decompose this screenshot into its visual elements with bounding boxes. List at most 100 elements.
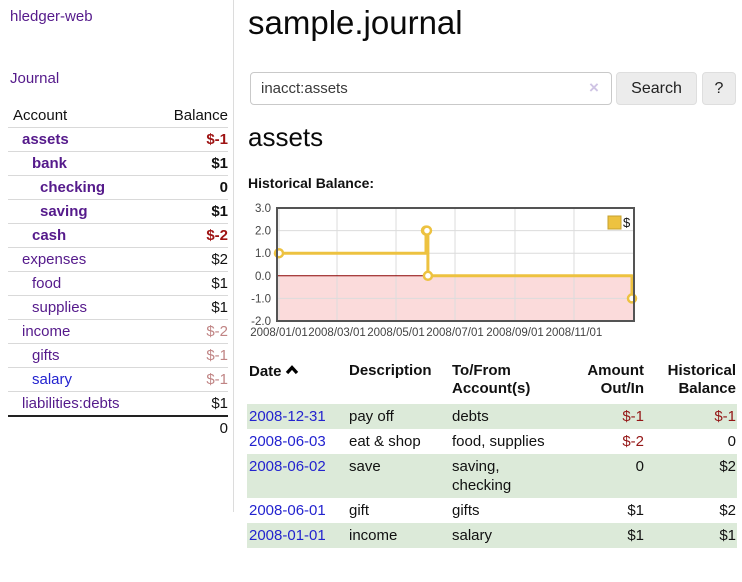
description-cell: gift [349, 502, 370, 519]
chart-title: Historical Balance: [248, 175, 375, 191]
account-row: supplies $1 [8, 295, 228, 319]
transaction-row: 2008-06-02 save saving, checking 0 $2 [247, 454, 737, 498]
account-link-cash[interactable]: cash [32, 227, 67, 244]
amount-cell: $1 [627, 502, 644, 519]
sidebar-divider [233, 0, 234, 512]
account-link-bank[interactable]: bank [32, 155, 68, 172]
svg-text:0.0: 0.0 [255, 271, 271, 283]
clear-search-icon[interactable]: × [589, 78, 599, 97]
svg-text:1.0: 1.0 [255, 248, 271, 260]
account-balance: $2 [211, 251, 228, 268]
account-link-liabilities-debts[interactable]: liabilities:debts [22, 395, 120, 412]
account-link-assets[interactable]: assets [22, 131, 69, 148]
account-link-salary[interactable]: salary [32, 371, 73, 388]
accounts-total-row: 0 [8, 415, 228, 439]
accounts-column-header: To/From Account(s) [452, 362, 531, 397]
accounts-cell: debts [452, 408, 489, 425]
account-balance: $1 [211, 299, 228, 316]
account-link-income[interactable]: income [22, 323, 71, 340]
description-cell: save [349, 458, 381, 475]
account-link-expenses[interactable]: expenses [22, 251, 87, 268]
account-row: assets $-1 [8, 127, 228, 151]
account-row: salary $-1 [8, 367, 228, 391]
date-cell: 2008-06-02 [247, 454, 347, 498]
account-link-food[interactable]: food [32, 275, 62, 292]
transaction-date-link[interactable]: 2008-12-31 [249, 408, 326, 425]
account-link-checking[interactable]: checking [40, 179, 106, 196]
balance-column-header: Balance [173, 107, 228, 124]
svg-text:2008/09/01: 2008/09/01 [486, 327, 544, 339]
balance-chart: $3.0 2.0 1.0 0.0 -1.0 -2.0 2008/01/01 2008/03/0… [240, 198, 642, 350]
account-balance: $-2 [206, 323, 228, 340]
account-row: bank $1 [8, 151, 228, 175]
account-row: income $-2 [8, 319, 228, 343]
transaction-date-link[interactable]: 2008-06-02 [249, 458, 326, 475]
account-row: liabilities:debts $1 [8, 391, 228, 415]
svg-text:2008/03/01: 2008/03/01 [308, 327, 366, 339]
amount-cell: $-1 [622, 408, 644, 425]
account-balance: $1 [211, 203, 228, 220]
accounts-cell: food, supplies [452, 433, 545, 450]
account-link-saving[interactable]: saving [40, 203, 88, 220]
account-balance: 0 [219, 179, 228, 196]
accounts-table-header: Account Balance [8, 104, 228, 127]
svg-text:2008/11/01: 2008/11/01 [546, 327, 603, 339]
balance-cell: 0 [727, 433, 736, 450]
transaction-date-link[interactable]: 2008-06-03 [249, 433, 326, 450]
date-cell: 2008-06-03 [247, 429, 347, 454]
account-column-header: Account [13, 107, 68, 124]
accounts-cell: salary [452, 527, 493, 544]
amount-cell: $1 [627, 527, 644, 544]
account-link-gifts[interactable]: gifts [32, 347, 60, 364]
svg-text:$: $ [623, 215, 631, 230]
transaction-row: 2008-06-03 eat & shop food, supplies $-2 0 [247, 429, 737, 454]
account-row: expenses $2 [8, 247, 228, 271]
svg-text:2008/01/01: 2008/01/01 [250, 327, 308, 339]
account-balance: $1 [211, 395, 228, 412]
svg-text:2.0: 2.0 [255, 226, 271, 238]
balance-cell: $1 [719, 527, 736, 544]
date-column-header[interactable]: Date [247, 360, 347, 404]
account-balance: $-2 [206, 227, 228, 244]
balance-cell: $2 [719, 458, 736, 475]
account-balance: $1 [211, 155, 228, 172]
amount-cell: 0 [635, 458, 644, 475]
amount-column-header: Amount Out/In [587, 362, 644, 397]
sort-ascending-icon [285, 362, 299, 380]
app-brand-link[interactable]: hledger-web [10, 8, 93, 25]
description-cell: eat & shop [349, 433, 421, 450]
account-link-supplies[interactable]: supplies [32, 299, 88, 316]
help-button[interactable]: ? [702, 72, 736, 105]
accounts-total-value: 0 [219, 419, 228, 437]
transaction-row: 2008-12-31 pay off debts $-1 $-1 [247, 404, 737, 429]
page-title: sample.journal [248, 4, 463, 41]
account-balance: $-1 [206, 131, 228, 148]
accounts-table: Account Balance assets $-1 bank $1 checking 0… [8, 104, 228, 439]
accounts-cell: gifts [452, 502, 480, 519]
balance-column-header: Historical Balance [667, 362, 736, 397]
svg-text:2008/05/01: 2008/05/01 [367, 327, 425, 339]
account-row: food $1 [8, 271, 228, 295]
balance-cell: $-1 [714, 408, 736, 425]
transaction-date-link[interactable]: 2008-06-01 [249, 502, 326, 519]
account-balance: $-1 [206, 371, 228, 388]
transaction-row: 2008-01-01 income salary $1 $1 [247, 523, 737, 548]
amount-cell: $-2 [622, 433, 644, 450]
transaction-row: 2008-06-01 gift gifts $1 $2 [247, 498, 737, 523]
register-table: Date Description To/From Account(s) Amou… [247, 360, 737, 548]
svg-text:-1.0: -1.0 [251, 293, 271, 305]
account-row: cash $-2 [8, 223, 228, 247]
accounts-cell: saving, checking [452, 458, 512, 494]
search-button[interactable]: Search [616, 72, 697, 105]
account-row: gifts $-1 [8, 343, 228, 367]
search-input[interactable] [250, 72, 612, 105]
date-cell: 2008-01-01 [247, 523, 347, 548]
account-balance: $1 [211, 275, 228, 292]
account-row: checking 0 [8, 175, 228, 199]
transaction-date-link[interactable]: 2008-01-01 [249, 527, 326, 544]
sidebar-item-journal[interactable]: Journal [10, 70, 60, 87]
account-row: saving $1 [8, 199, 228, 223]
balance-cell: $2 [719, 502, 736, 519]
svg-text:2008/07/01: 2008/07/01 [426, 327, 484, 339]
